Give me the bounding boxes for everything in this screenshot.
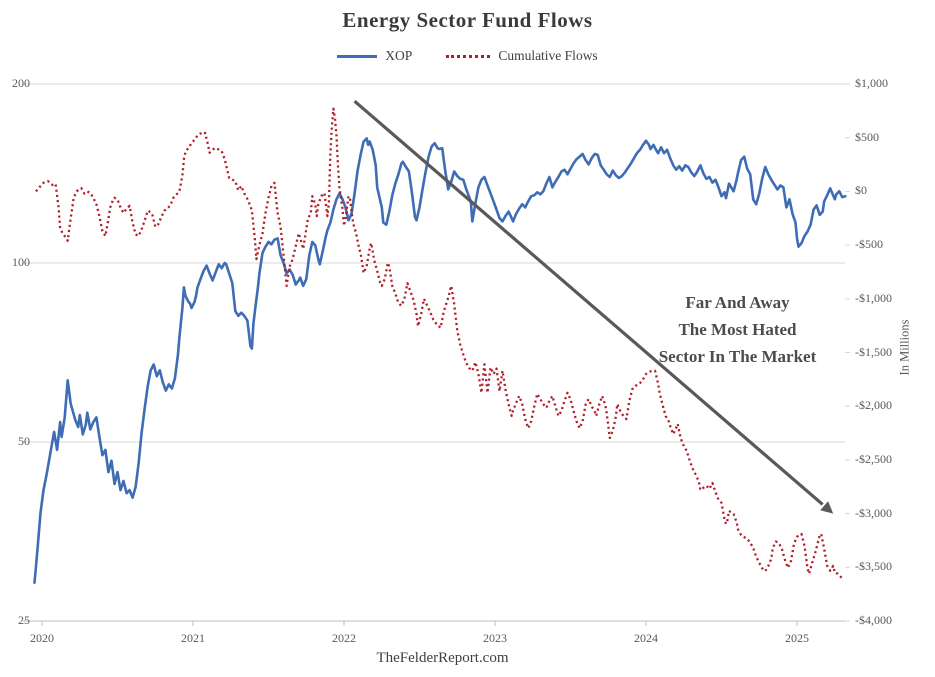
y-right-tick--$3,500: -$3,500 [855, 559, 892, 574]
chart-title: Energy Sector Fund Flows [342, 8, 593, 32]
source-attribution: TheFelderReport.com [376, 650, 509, 666]
y-right-tick--$1,500: -$1,500 [855, 344, 892, 359]
cumulative-flows-line [35, 107, 843, 579]
x-axis-tick-2024: 2024 [634, 631, 658, 645]
xop-line-swatch [337, 54, 378, 58]
trend-arrow-shaft [353, 99, 824, 506]
y-right-tick--$500: -$500 [855, 237, 883, 252]
y-right-tick--$3,000: -$3,000 [855, 505, 892, 520]
y-right-tick--$4,000: -$4,000 [855, 613, 892, 627]
y-left-tick-25: 25 [18, 613, 30, 627]
right-axis-title: In Millions [897, 319, 912, 376]
x-axis-tick-2025: 2025 [785, 631, 809, 645]
y-right-tick--$1,000: -$1,000 [855, 290, 892, 305]
annotation-line-3: Sector In The Market [658, 347, 817, 366]
legend-item-cumulative-flows: Cumulative Flows [446, 48, 598, 64]
x-axis-tick-2022: 2022 [332, 631, 356, 645]
y-left-tick-100: 100 [12, 255, 30, 269]
y-right-tick-$1,000: $1,000 [855, 76, 888, 90]
y-right-tick--$2,000: -$2,000 [855, 398, 892, 413]
chart-legend: XOP Cumulative Flows [0, 48, 935, 64]
y-left-tick-50: 50 [18, 434, 30, 448]
annotation-line-1: Far And Away [685, 293, 790, 312]
xop-line [33, 137, 847, 585]
annotation-line-2: The Most Hated [678, 320, 797, 339]
x-axis-tick-2020: 2020 [30, 631, 54, 645]
y-right-tick--$2,500: -$2,500 [855, 451, 892, 466]
trend-arrow-head [820, 501, 834, 514]
x-axis-tick-2021: 2021 [181, 631, 205, 645]
legend-item-xop: XOP [337, 48, 412, 64]
y-right-tick-$0: $0 [855, 183, 867, 198]
cumulative-flows-line-swatch [446, 54, 491, 58]
legend-label-xop: XOP [385, 48, 413, 63]
y-left-tick-200: 200 [12, 76, 30, 90]
legend-label-cumulative-flows: Cumulative Flows [498, 48, 598, 63]
x-axis-tick-2023: 2023 [483, 631, 507, 645]
y-right-tick-$500: $500 [855, 129, 879, 144]
annotation-most-hated-sector: Far And Away The Most Hated Sector In Th… [615, 289, 860, 370]
